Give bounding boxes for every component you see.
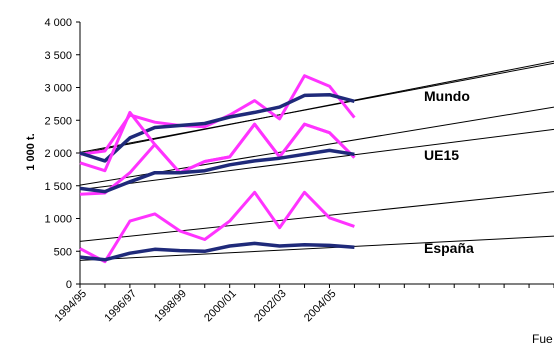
y-tick-label: 3 000	[44, 83, 72, 95]
espana-forecast-series	[79, 190, 355, 264]
plot-area: 0 500 1 000 1 500 2 000 2 500 3 000 3 500 4 000 1…	[44, 17, 554, 324]
series-label-ue15: UE15	[424, 147, 459, 163]
ue15-forecast-series-2	[79, 122, 356, 196]
y-tick-label: 0	[66, 279, 72, 291]
y-tick-label: 1 000	[44, 214, 72, 226]
y-axis-title: 1 000 t.	[25, 133, 37, 170]
y-tick-label: 500	[54, 246, 72, 258]
x-tick-label: 1994/95	[53, 288, 90, 325]
x-tick-label: 1998/99	[152, 288, 189, 325]
espana-trend-line	[79, 191, 554, 242]
y-axis-label: 1 000 t.	[25, 133, 37, 170]
x-tick-label: 1996/97	[102, 288, 139, 325]
espana-actual-series	[79, 241, 355, 262]
y-tick-label: 1 500	[44, 181, 72, 193]
y-tick-label: 3 500	[44, 50, 72, 62]
footer-text: Fue	[532, 332, 553, 344]
y-tick-label: 2 000	[44, 148, 72, 160]
x-tick-label: 2004/05	[302, 288, 339, 325]
espana-trend-line	[79, 235, 554, 261]
mundo-actual-series	[79, 92, 355, 163]
x-tick-label: 2000/01	[202, 288, 239, 325]
x-tick-label: 2002/03	[252, 288, 289, 325]
mundo-forecast-series	[79, 74, 356, 156]
ue15-trend-line	[79, 128, 554, 191]
y-tick-label: 4 000	[44, 17, 72, 29]
series-label-mundo: Mundo	[424, 88, 470, 104]
y-tick-label: 2 500	[44, 115, 72, 127]
ue15-actual-series	[79, 148, 355, 194]
mundo-trend-line	[79, 62, 554, 153]
series-label-espana: España	[424, 240, 474, 256]
